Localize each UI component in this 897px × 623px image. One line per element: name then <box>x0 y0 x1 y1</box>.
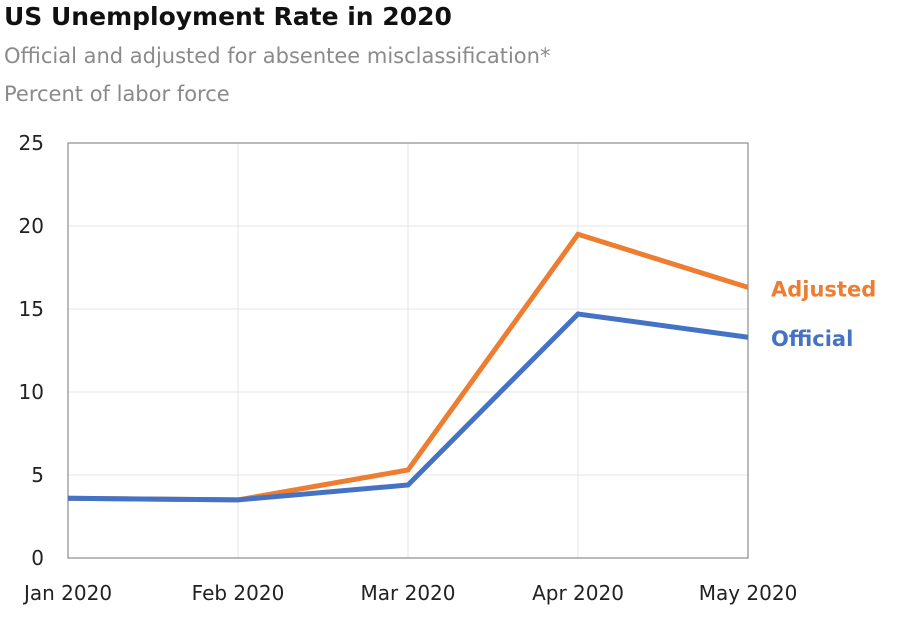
y-tick-label: 5 <box>31 463 44 487</box>
series-labels: Adjusted Official <box>771 277 876 351</box>
x-tick-label: Feb 2020 <box>192 581 285 605</box>
chart-title: US Unemployment Rate in 2020 <box>4 2 452 31</box>
x-tick-label: Apr 2020 <box>532 581 624 605</box>
series-lines <box>67 231 749 503</box>
plot-area-border <box>67 142 749 559</box>
x-tick-label: May 2020 <box>699 581 798 605</box>
series-label-adjusted: Adjusted <box>771 277 876 301</box>
x-tick-label: Jan 2020 <box>22 581 112 605</box>
y-tick-label: 20 <box>19 214 44 238</box>
y-axis-unit-label: Percent of labor force <box>4 82 230 106</box>
y-tick-label: 25 <box>19 131 44 155</box>
y-tick-label: 15 <box>19 297 44 321</box>
y-tick-label: 0 <box>31 546 44 570</box>
chart-subtitle: Official and adjusted for absentee miscl… <box>4 44 551 68</box>
x-tick-label: Mar 2020 <box>361 581 456 605</box>
x-axis-ticks: Jan 2020 Feb 2020 Mar 2020 Apr 2020 May 2020 <box>22 581 797 605</box>
series-label-official: Official <box>771 327 853 351</box>
grid-lines <box>67 142 749 559</box>
y-tick-label: 10 <box>19 380 44 404</box>
series-line-official <box>67 311 749 503</box>
y-axis-ticks: 0 5 10 15 20 25 <box>19 131 44 570</box>
